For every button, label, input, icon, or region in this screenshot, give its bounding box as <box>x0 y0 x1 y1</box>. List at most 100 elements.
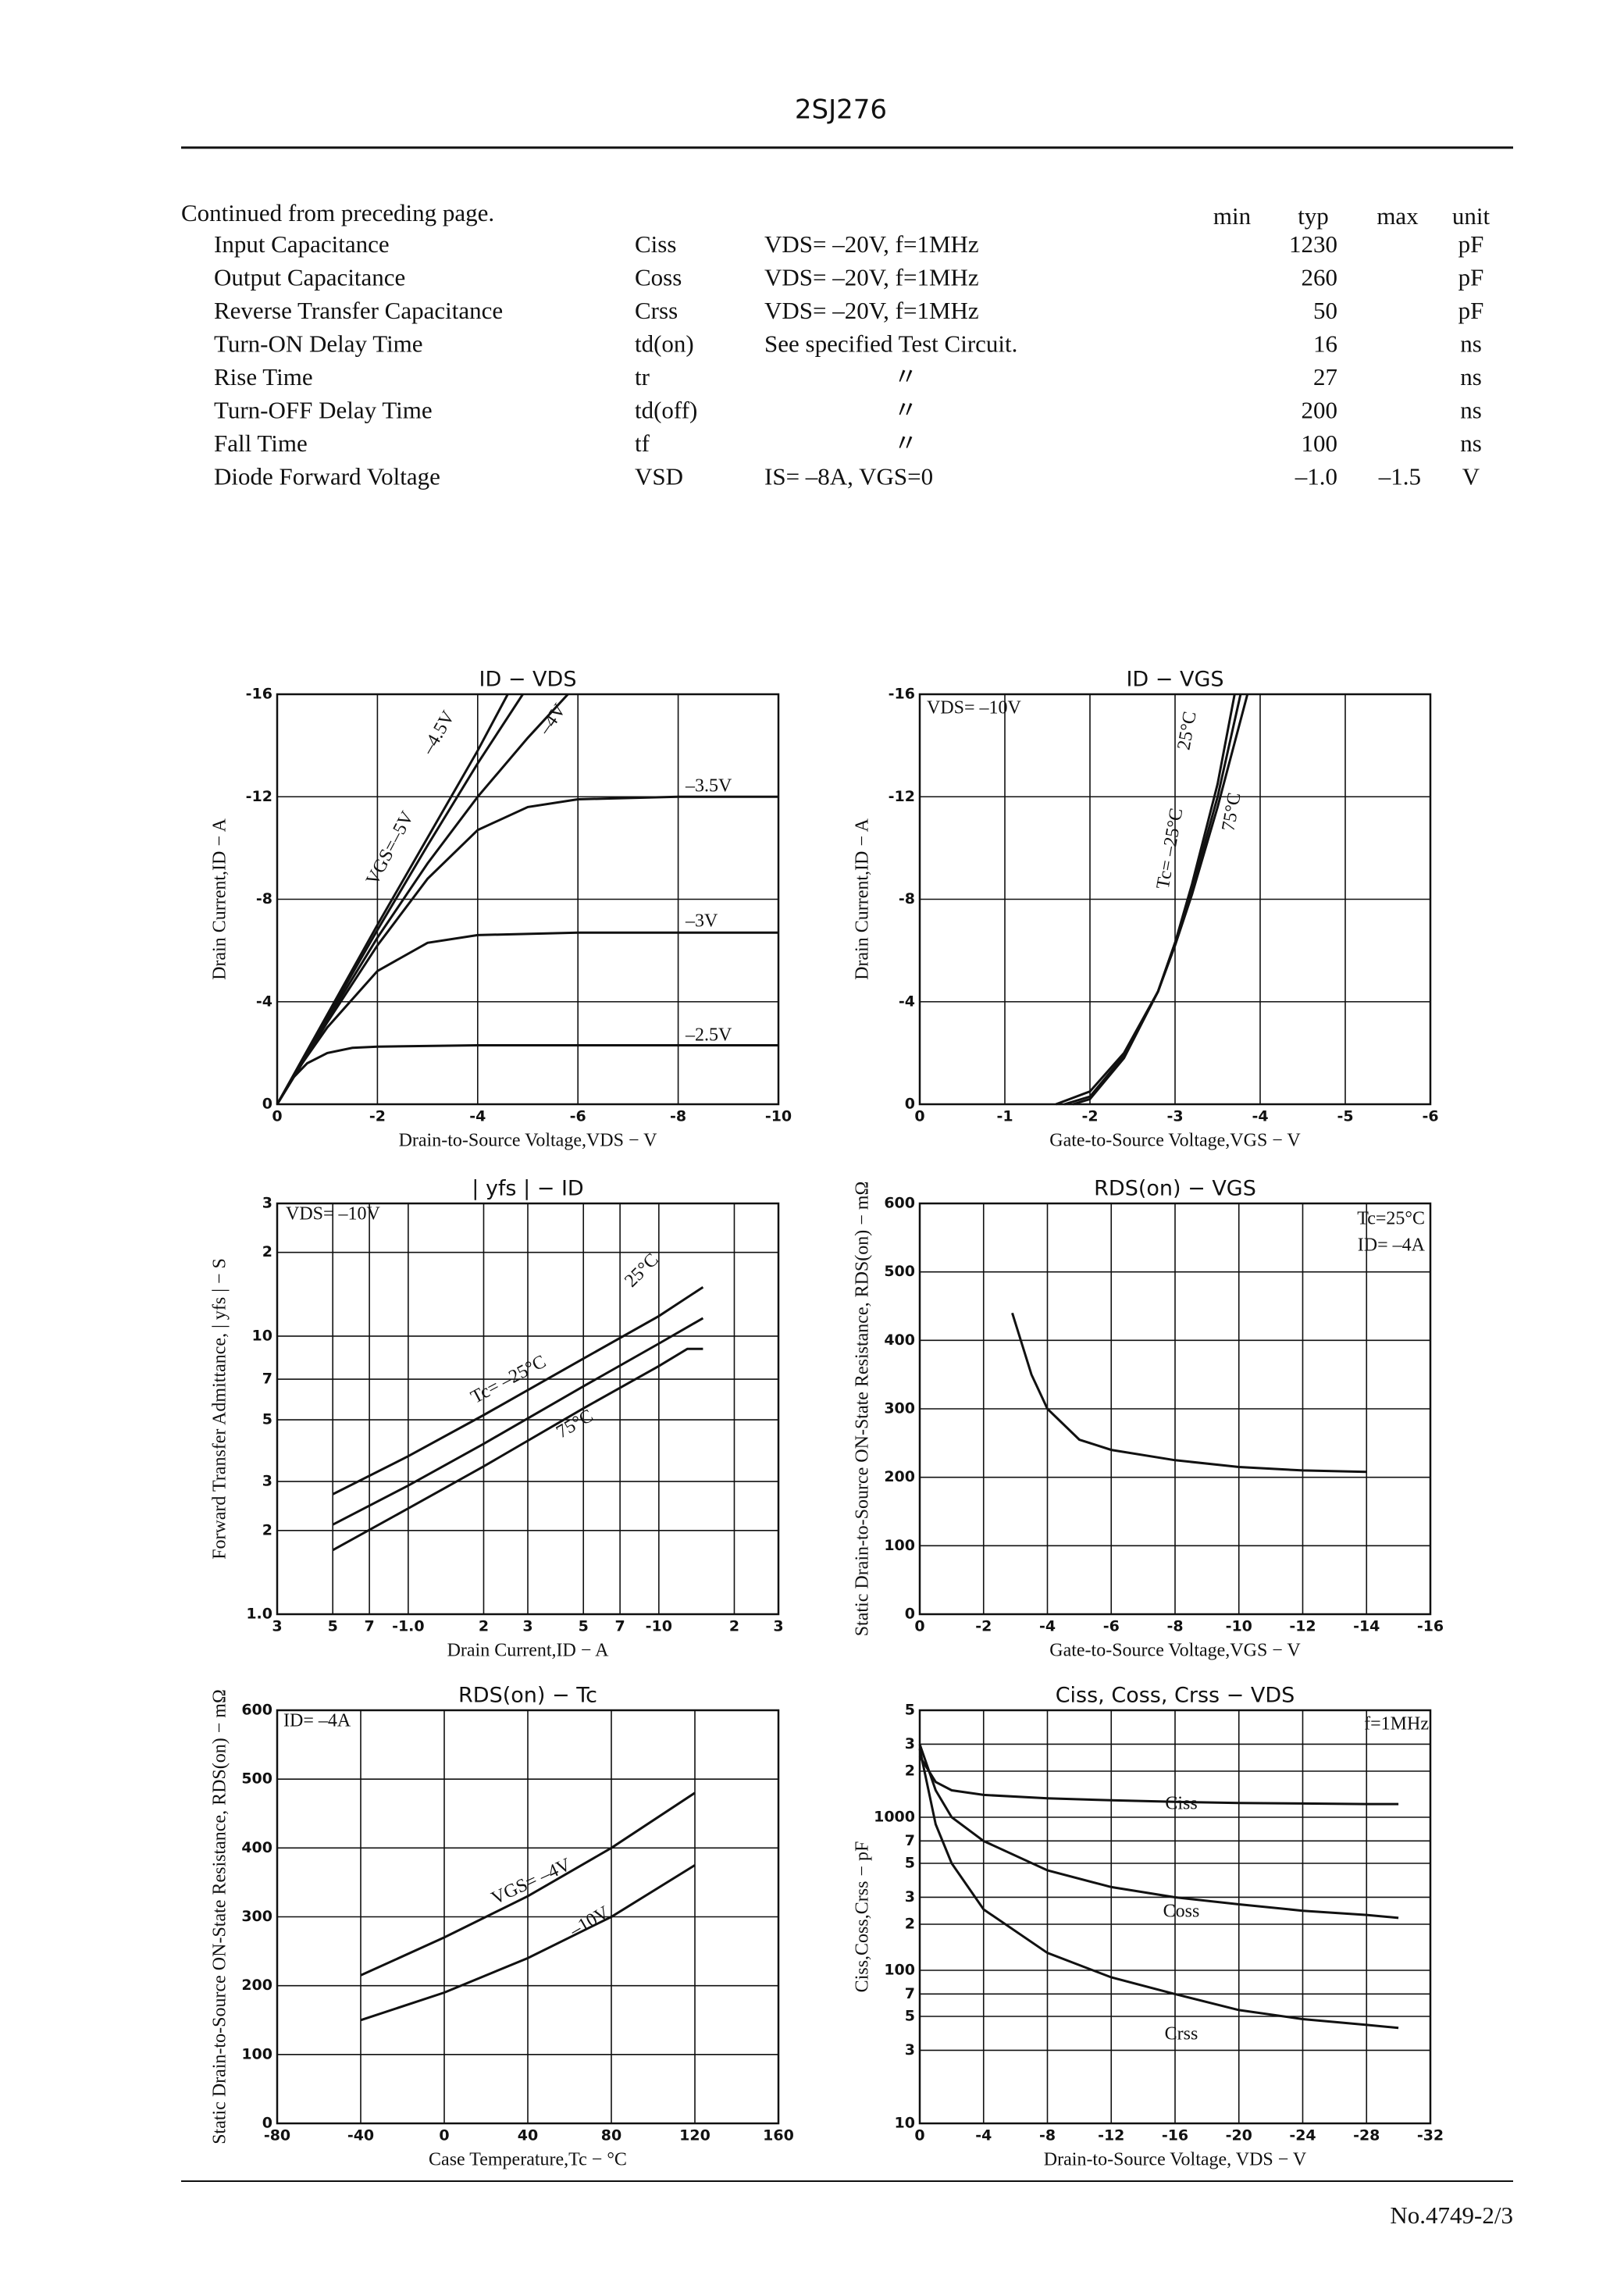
x-tick-label: -4 <box>975 2127 992 2144</box>
table-cell: Output Capacitance <box>214 264 405 291</box>
page-number: No.4749-2/3 <box>1390 2201 1513 2229</box>
table-cell: V <box>1462 463 1480 490</box>
table-cell: –1.5 <box>1378 463 1421 490</box>
y-tick-label: 500 <box>241 1770 272 1788</box>
y-tick-label: 100 <box>884 1961 915 1978</box>
table-cell: 27 <box>1313 363 1337 390</box>
y-tick-label: 500 <box>884 1263 915 1280</box>
x-axis-label: Drain-to-Source Voltage,VDS − V <box>399 1131 658 1151</box>
y-tick-label: 7 <box>905 1985 915 2002</box>
table-cell: pF <box>1458 264 1484 291</box>
chart-title: ID − VDS <box>479 668 577 692</box>
table-cell: –1.0 <box>1295 463 1337 490</box>
x-tick-label: -12 <box>1098 2127 1124 2144</box>
table-cell: td(on) <box>635 330 694 358</box>
x-axis-label: Drain Current,ID − A <box>447 1641 609 1661</box>
y-tick-label: 300 <box>884 1400 915 1417</box>
y-tick-label: 300 <box>241 1908 272 1925</box>
x-tick-label: 80 <box>601 2127 621 2144</box>
table-cell: 50 <box>1313 297 1337 324</box>
annotation: f=1MHz <box>1364 1714 1429 1734</box>
x-tick-label: 7 <box>365 1618 375 1635</box>
curve <box>276 693 569 1105</box>
x-tick-label: 0 <box>439 2127 449 2144</box>
curve-label: Ciss <box>1165 1794 1197 1814</box>
y-tick-label: -12 <box>246 788 272 805</box>
y-tick-label: 100 <box>884 1537 915 1554</box>
column-header: typ <box>1298 202 1329 230</box>
curve <box>918 1756 1399 1806</box>
x-tick-label: -28 <box>1353 2127 1380 2144</box>
y-tick-label: 400 <box>884 1332 915 1349</box>
curve <box>332 1347 703 1552</box>
x-tick-label: -10 <box>646 1618 672 1635</box>
table-cell: ns <box>1460 330 1482 358</box>
table-cell: Reverse Transfer Capacitance <box>214 297 503 324</box>
table-cell: ns <box>1460 363 1482 390</box>
y-tick-label: 600 <box>241 1702 272 1719</box>
chart-title: Ciss, Coss, Crss − VDS <box>1056 1684 1295 1708</box>
table-cell: Turn-ON Delay Time <box>214 330 423 358</box>
table-cell: VSD <box>635 463 683 490</box>
x-axis-label: Gate-to-Source Voltage,VGS − V <box>1049 1641 1301 1661</box>
curve-label: –4V <box>535 700 571 739</box>
y-tick-label: 3 <box>262 1195 272 1212</box>
curve-label: –3.5V <box>685 776 732 797</box>
x-tick-label: -12 <box>1289 1618 1316 1635</box>
curve <box>360 1791 696 1977</box>
column-header: unit <box>1452 202 1490 230</box>
table-cell: Turn-OFF Delay Time <box>214 397 433 424</box>
x-tick-label: 120 <box>679 2127 710 2144</box>
x-tick-label: -14 <box>1353 1618 1380 1635</box>
y-tick-label: 1.0 <box>246 1606 272 1623</box>
table-cell: Crss <box>635 297 678 324</box>
table-cell: 〃 <box>894 363 918 390</box>
table-cell: 100 <box>1302 430 1338 457</box>
x-tick-label: -24 <box>1289 2127 1316 2144</box>
table-cell: 260 <box>1302 264 1338 291</box>
curve-label: 75°C <box>1218 791 1245 832</box>
x-axis-label: Drain-to-Source Voltage, VDS − V <box>1044 2150 1307 2170</box>
part-number: 2SJ276 <box>795 94 887 126</box>
y-axis-label: Drain Current,ID − A <box>210 818 230 979</box>
y-tick-label: -8 <box>256 890 272 907</box>
x-tick-label: 3 <box>522 1618 532 1635</box>
table-cell: Fall Time <box>214 430 308 457</box>
x-tick-label: -4 <box>1039 1618 1056 1635</box>
x-tick-label: 5 <box>579 1618 589 1635</box>
curve-label: –2.5V <box>685 1025 732 1046</box>
table-cell: VDS= –20V, f=1MHz <box>764 297 979 324</box>
y-tick-label: 7 <box>262 1371 272 1388</box>
table-cell: Diode Forward Voltage <box>214 463 440 490</box>
x-tick-label: 3 <box>773 1618 783 1635</box>
x-tick-label: -32 <box>1417 2127 1444 2144</box>
y-tick-label: 3 <box>905 1888 915 1905</box>
x-tick-label: -2 <box>975 1618 992 1635</box>
curve-label: 25°C <box>1173 710 1200 751</box>
x-tick-label: -10 <box>1226 1618 1252 1635</box>
table-cell: ns <box>1460 397 1482 424</box>
y-tick-label: 400 <box>241 1839 272 1856</box>
table-cell: tr <box>635 363 650 390</box>
table-cell: Ciss <box>635 230 676 258</box>
column-header: max <box>1376 202 1419 230</box>
x-tick-label: 3 <box>272 1618 282 1635</box>
x-tick-label: -5 <box>1337 1108 1353 1125</box>
x-tick-label: -6 <box>570 1108 586 1125</box>
curve-label: VGS= –4V <box>489 1855 575 1909</box>
y-tick-label: -4 <box>256 993 272 1010</box>
curve-label: Tc= –25°C <box>1153 807 1188 891</box>
table-cell: pF <box>1458 297 1484 324</box>
y-axis-label: Static Drain-to-Source ON-State Resistan… <box>853 1182 873 1637</box>
y-tick-label: 0 <box>262 2115 272 2132</box>
y-tick-label: 0 <box>262 1096 272 1113</box>
y-tick-label: -16 <box>889 686 915 703</box>
y-axis-label: Ciss,Coss,Crss − pF <box>853 1841 873 1993</box>
x-tick-label: 160 <box>763 2127 794 2144</box>
y-axis-label: Forward Transfer Admittance, | yfs | − S <box>210 1258 230 1560</box>
table-caption: Continued from preceding page. <box>181 199 494 226</box>
y-tick-label: 2 <box>905 1762 915 1779</box>
table-cell: 16 <box>1313 330 1337 358</box>
y-tick-label: 10 <box>252 1327 272 1344</box>
